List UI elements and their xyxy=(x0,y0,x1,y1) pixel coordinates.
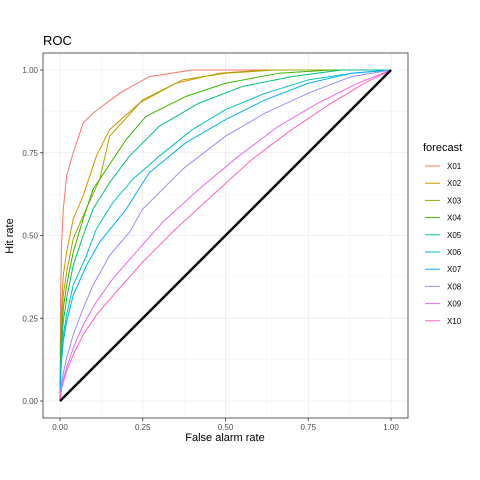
x-tick-label: 0.00 xyxy=(52,423,68,432)
legend-title: forecast xyxy=(423,142,462,154)
series-line-x05 xyxy=(59,69,391,402)
legend-label-x03: X03 xyxy=(447,196,462,205)
x-tick-label: 1.00 xyxy=(383,423,399,432)
series-line-x08 xyxy=(59,69,392,402)
legend-label-x05: X05 xyxy=(447,231,462,240)
x-tick-label: 0.75 xyxy=(300,423,316,432)
series-line-x04 xyxy=(59,69,391,402)
y-axis-ticks: 0.00 0.25 0.50 0.75 1.00 xyxy=(22,66,43,406)
series-line-x09 xyxy=(59,69,392,402)
x-axis-title: False alarm rate xyxy=(185,432,264,444)
y-tick-label: 0.50 xyxy=(22,232,38,241)
legend-label-x04: X04 xyxy=(447,214,462,223)
series-line-x01 xyxy=(59,69,391,402)
legend: forecast X01 X02 X03 X04 X05 X06 X07 X08 X09 X10 xyxy=(423,142,462,326)
y-tick-label: 0.00 xyxy=(22,397,38,406)
y-tick-label: 1.00 xyxy=(22,66,38,75)
series-lines xyxy=(59,69,392,402)
legend-label-x01: X01 xyxy=(447,162,462,171)
legend-label-x09: X09 xyxy=(447,300,462,309)
x-tick-label: 0.50 xyxy=(218,423,234,432)
legend-label-x02: X02 xyxy=(447,179,462,188)
series-line-x06 xyxy=(59,69,392,402)
x-axis-ticks: 0.00 0.25 0.50 0.75 1.00 xyxy=(52,418,399,432)
x-tick-label: 0.25 xyxy=(135,423,151,432)
legend-label-x06: X06 xyxy=(447,248,462,257)
y-axis-title: Hit rate xyxy=(4,218,16,253)
chart-title: ROC xyxy=(43,33,72,48)
series-line-x03 xyxy=(59,69,391,402)
legend-label-x07: X07 xyxy=(447,265,462,274)
series-line-x07 xyxy=(59,69,392,402)
y-tick-label: 0.25 xyxy=(22,314,38,323)
reference-diagonal-line xyxy=(59,69,392,402)
series-line-x02 xyxy=(59,69,391,402)
series-line-x10 xyxy=(59,69,392,402)
y-tick-label: 0.75 xyxy=(22,149,38,158)
legend-label-x08: X08 xyxy=(447,282,462,291)
legend-label-x10: X10 xyxy=(447,317,462,326)
